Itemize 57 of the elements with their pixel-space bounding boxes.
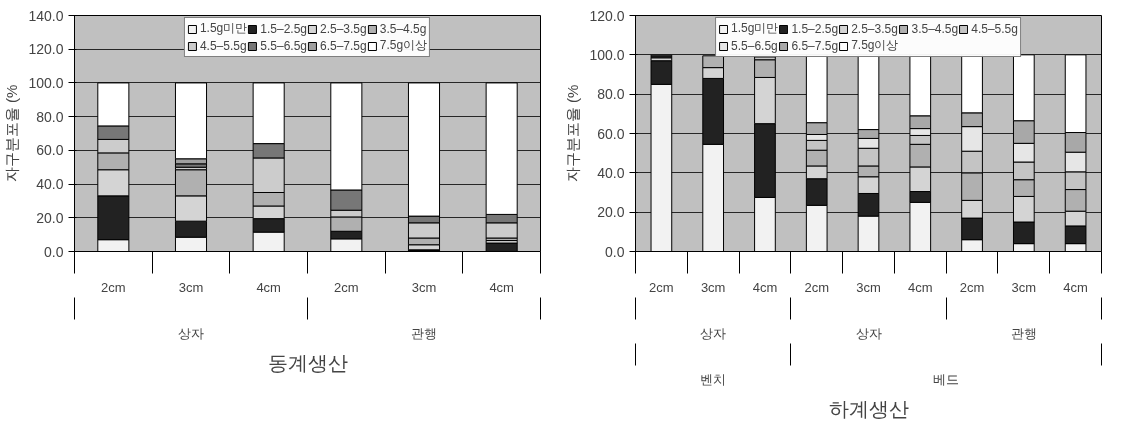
y-tick-label: 40.0 (36, 176, 64, 193)
x-tick-label: 3cm (856, 279, 881, 295)
legend-label: 5.5–6.5g (260, 38, 307, 53)
y-tick-label: 100.0 (589, 46, 625, 63)
y-tick-label: 80.0 (597, 86, 625, 103)
legend-label: 1.5g미만 (199, 20, 248, 37)
y-tick-label: 120.0 (28, 41, 64, 58)
x-tick-label: 3cm (1011, 279, 1037, 295)
x-tick-label: 2cm (101, 279, 126, 295)
x-tick-label: 4cm (908, 279, 933, 295)
y-axis-title: 자구분포율 (% (564, 84, 582, 183)
y-tick-label: 60.0 (597, 125, 625, 142)
y-tick-label: 60.0 (36, 142, 64, 159)
x-tick-label: 2cm (804, 279, 830, 295)
legend-label: 2.5–3.5g (851, 21, 898, 36)
text: 관행 (1010, 325, 1037, 341)
x-tick-label: 4cm (256, 279, 281, 295)
legend-label: 1.5g미만 (731, 20, 779, 37)
x-tick-label: 4cm (752, 279, 778, 295)
legend-label: 6.5–7.5g (320, 38, 367, 53)
legend-label: 1.5–2.5g (791, 21, 839, 36)
legend-label: 5.5–6.5g (731, 38, 778, 53)
y-tick-label: 100.0 (28, 74, 64, 91)
y-tick-label: 0.0 (605, 243, 625, 260)
legend-label: 7.5g이상 (851, 37, 899, 54)
text: 상자 (178, 325, 204, 341)
y-tick-label: 120.0 (589, 7, 625, 24)
legend-label: 3.5–4.5g (379, 21, 427, 36)
y-tick-label: 140.0 (28, 7, 64, 24)
y-tick-label: 40.0 (597, 164, 625, 181)
legend-label: 6.5–7.5g (791, 38, 839, 53)
text: 상자 (855, 325, 882, 341)
y-tick-label: 0.0 (44, 243, 64, 260)
x-tick-label: 3cm (700, 279, 726, 295)
x-tick-label: 2cm (959, 279, 985, 295)
x-tick-label: 4cm (1063, 279, 1088, 295)
x-tick-label: 2cm (334, 279, 359, 295)
y-axis-title: 자구분포율 (% (3, 84, 21, 183)
legend-label: 7.5g이상 (379, 37, 428, 54)
text: 벤치 (700, 371, 727, 387)
text: 상자 (700, 325, 727, 341)
x-tick-label: 2cm (649, 279, 674, 295)
legend-label: 2.5–3.5g (320, 21, 367, 36)
text: 관행 (411, 325, 437, 341)
text: 동계생산 (267, 350, 348, 375)
x-tick-label: 3cm (178, 279, 204, 295)
legend-label: 1.5–2.5g (260, 21, 307, 36)
legend-label: 4.5–5.5g (971, 21, 1018, 36)
x-tick-label: 4cm (489, 279, 514, 295)
y-tick-label: 80.0 (36, 108, 64, 125)
y-tick-label: 20.0 (36, 209, 64, 226)
legend-label: 4.5–5.5g (199, 38, 247, 53)
x-tick-label: 3cm (411, 279, 437, 295)
y-tick-label: 20.0 (597, 204, 625, 221)
legend-label: 3.5–4.5g (911, 21, 959, 36)
text: 베드 (933, 371, 960, 387)
text: 하계생산 (828, 396, 909, 421)
